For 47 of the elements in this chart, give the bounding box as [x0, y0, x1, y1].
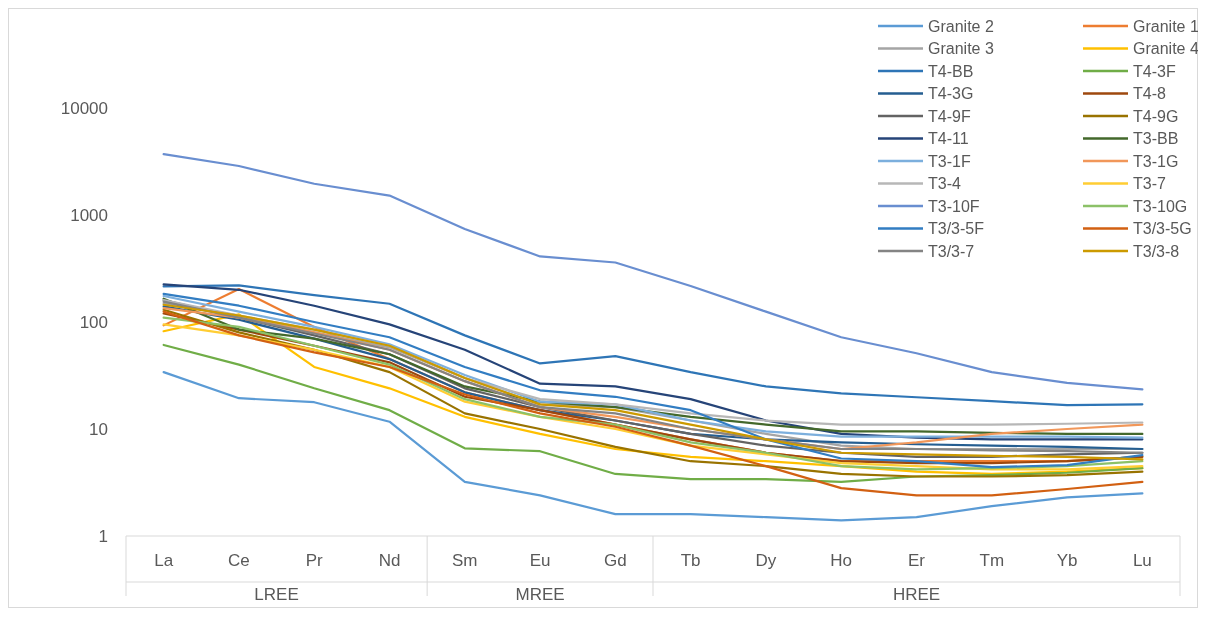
- line-series: [162, 371, 1144, 522]
- text: LREE: [254, 585, 299, 604]
- legend-label: T4-8: [1133, 85, 1166, 103]
- legend-label: T4-11: [928, 130, 969, 148]
- x-tick-label: Sm: [452, 551, 478, 570]
- legend-label: Granite 1: [1133, 17, 1199, 35]
- legend-label: T3-1G: [1133, 152, 1179, 170]
- legend-label: T3-7: [1133, 175, 1166, 193]
- legend-label: T4-3G: [928, 85, 974, 103]
- legend-label: T4-9G: [1133, 107, 1179, 125]
- x-tick-label: Lu: [1132, 551, 1152, 570]
- legend-label: T3/3-5G: [1133, 220, 1192, 238]
- y-tick-label: 10000: [60, 98, 108, 118]
- legend-label: T3-BB: [1133, 130, 1179, 148]
- legend-label: Granite 3: [928, 40, 994, 58]
- x-tick-label: Eu: [529, 551, 551, 570]
- x-tick-label: Dy: [755, 551, 777, 570]
- y-tick-label: 100: [79, 312, 108, 332]
- line-series: [162, 343, 1144, 484]
- legend-label: T3-1F: [928, 152, 971, 170]
- legend-label: T4-3F: [1133, 62, 1176, 80]
- legend-label: T3-10F: [928, 197, 980, 215]
- text: HREE: [892, 585, 941, 604]
- x-tick-label: Tm: [979, 551, 1005, 570]
- legend-label: T4-BB: [928, 62, 974, 80]
- legend-label: T3/3-5F: [928, 220, 985, 238]
- legend-label: Granite 2: [928, 17, 994, 35]
- x-tick-label: Nd: [378, 551, 401, 570]
- x-tick-label: Er: [908, 551, 926, 570]
- text: MREE: [515, 585, 565, 604]
- legend-label: T4-9F: [928, 107, 971, 125]
- legend-label: T3/3-8: [1133, 242, 1180, 260]
- legend-label: Granite 4: [1133, 40, 1199, 58]
- legend-label: T3-4: [928, 175, 961, 193]
- x-tick-label: Ho: [830, 551, 853, 570]
- x-tick-label: La: [154, 551, 174, 570]
- line-series: [162, 284, 1144, 407]
- x-tick-label: Yb: [1056, 551, 1078, 570]
- y-tick-label: 1: [98, 526, 108, 546]
- y-tick-label: 1000: [70, 205, 108, 225]
- y-tick-label: 10: [89, 419, 108, 439]
- legend-label: T3/3-7: [928, 242, 975, 260]
- x-tick-label: Pr: [305, 551, 324, 570]
- x-tick-label: Tb: [680, 551, 701, 570]
- x-tick-label: Ce: [228, 551, 250, 570]
- x-tick-label: Gd: [604, 551, 627, 570]
- legend-label: T3-10G: [1133, 197, 1188, 215]
